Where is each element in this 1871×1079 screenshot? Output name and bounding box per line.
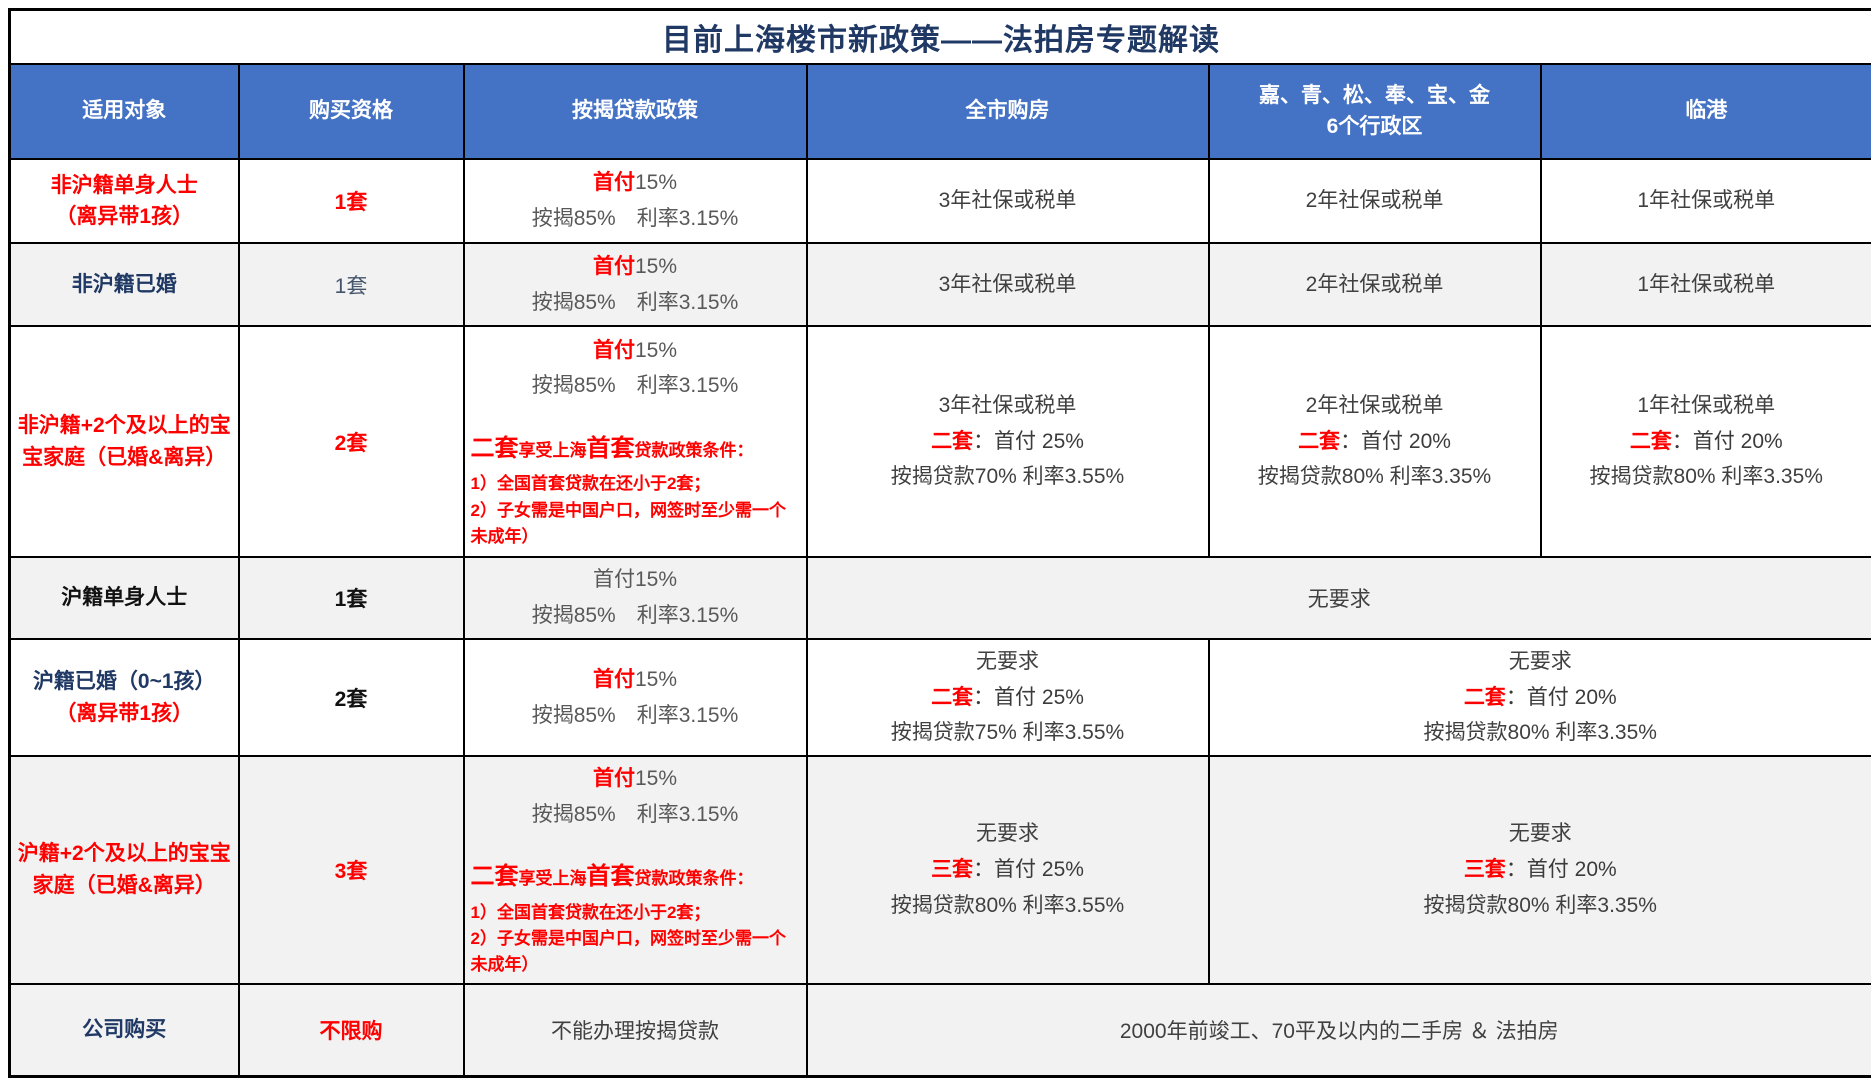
six-districts-cell: 2年社保或税单 xyxy=(1207,158,1542,244)
lingang-cell: 1年社保或税单 二套：首付 20% 按揭贷款80% 利率3.35% xyxy=(1539,325,1871,558)
six-districts-lingang-merged-cell: 无要求 三套：首付 20% 按揭贷款80% 利率3.35% xyxy=(1207,755,1871,985)
citywide-cell: 无要求 二套：首付 25% 按揭贷款75% 利率3.55% xyxy=(805,637,1210,758)
citywide-cell: 3年社保或税单 xyxy=(805,158,1210,244)
quota-cell: 1套 xyxy=(237,158,465,244)
header-row: 适用对象 购买资格 按揭贷款政策 全市购房 嘉、青、松、奉、宝、金 6个行政区 … xyxy=(8,63,1871,160)
col-header-citywide: 全市购房 xyxy=(805,63,1210,160)
table-row-nonlocal-two-kids: 非沪籍+2个及以上的宝宝家庭（已婚&离异） 2套 首付15% 按揭85% 利率3… xyxy=(8,325,1871,558)
six-districts-line1: 嘉、青、松、奉、宝、金 xyxy=(1259,84,1490,108)
lingang-cell: 1年社保或税单 xyxy=(1539,242,1871,327)
quota-cell: 1套 xyxy=(237,556,465,640)
second-home-condition-note: 二套享受上海首套贷款政策条件： 1）全国首套贷款在还小于2套； 2）子女需是中国… xyxy=(470,435,786,546)
row-label: 非沪籍+2个及以上的宝宝家庭（已婚&离异） xyxy=(8,325,240,558)
company-purchase-scope-merged-cell: 2000年前竣工、70平及以内的二手房 ＆ 法拍房 xyxy=(805,982,1871,1078)
quota-cell: 2套 xyxy=(237,325,465,558)
table-row-local-two-kids: 沪籍+2个及以上的宝宝家庭（已婚&离异） 3套 首付15% 按揭85% 利率3.… xyxy=(8,755,1871,985)
mortgage-cell: 首付15% 按揭85% 利率3.15% xyxy=(462,637,808,758)
quota-cell: 3套 xyxy=(237,755,465,985)
row-label: 沪籍已婚（0~1孩） （离异带1孩） xyxy=(8,637,240,758)
citywide-cell: 3年社保或税单 xyxy=(805,242,1210,327)
six-districts-cell: 2年社保或税单 二套：首付 20% 按揭贷款80% 利率3.35% xyxy=(1207,325,1542,558)
row-label: 非沪籍单身人士 （离异带1孩） xyxy=(8,158,240,244)
citywide-cell: 无要求 三套：首付 25% 按揭贷款80% 利率3.55% xyxy=(805,755,1210,985)
table-row-local-married: 沪籍已婚（0~1孩） （离异带1孩） 2套 首付15% 按揭85% 利率3.15… xyxy=(8,637,1871,758)
policy-table: 目前上海楼市新政策——法拍房专题解读 适用对象 购买资格 按揭贷款政策 全市购房… xyxy=(8,8,1871,1079)
title-row: 目前上海楼市新政策——法拍房专题解读 xyxy=(8,8,1871,65)
mortgage-cell: 首付15% 按揭85% 利率3.15% xyxy=(462,242,808,327)
row-label: 非沪籍已婚 xyxy=(8,242,240,327)
col-header-mortgage-policy: 按揭贷款政策 xyxy=(462,63,808,160)
row-label: 沪籍+2个及以上的宝宝家庭（已婚&离异） xyxy=(8,755,240,985)
quota-cell: 1套 xyxy=(237,242,465,327)
second-home-condition-note: 二套享受上海首套贷款政策条件： 1）全国首套贷款在还小于2套； 2）子女需是中国… xyxy=(470,863,786,975)
mortgage-cell: 首付15% 按揭85% 利率3.15% 二套享受上海首套贷款政策条件： 1）全国… xyxy=(462,755,808,985)
table-row-nonlocal-married: 非沪籍已婚 1套 首付15% 按揭85% 利率3.15% 3年社保或税单 2年社… xyxy=(8,242,1871,327)
mortgage-cell: 首付15% 按揭85% 利率3.15% xyxy=(462,556,808,640)
row-label: 公司购买 xyxy=(8,982,240,1078)
table-row-local-single: 沪籍单身人士 1套 首付15% 按揭85% 利率3.15% 无要求 xyxy=(8,556,1871,640)
mortgage-cell: 首付15% 按揭85% 利率3.15% xyxy=(462,158,808,244)
quota-cell: 2套 xyxy=(237,637,465,758)
table-row-company-purchase: 公司购买 不限购 不能办理按揭贷款 2000年前竣工、70平及以内的二手房 ＆ … xyxy=(8,982,1871,1078)
table-row-nonlocal-single: 非沪籍单身人士 （离异带1孩） 1套 首付15% 按揭85% 利率3.15% 3… xyxy=(8,158,1871,244)
mortgage-cell: 首付15% 按揭85% 利率3.15% 二套享受上海首套贷款政策条件： 1）全国… xyxy=(462,325,808,558)
row-label: 沪籍单身人士 xyxy=(8,556,240,640)
six-districts-lingang-merged-cell: 无要求 二套：首付 20% 按揭贷款80% 利率3.35% xyxy=(1207,637,1871,758)
lingang-cell: 1年社保或税单 xyxy=(1539,158,1871,244)
no-requirement-merged-cell: 无要求 xyxy=(805,556,1871,640)
quota-cell: 不限购 xyxy=(237,982,465,1078)
six-districts-cell: 2年社保或税单 xyxy=(1207,242,1542,327)
col-header-lingang: 临港 xyxy=(1539,63,1871,160)
col-header-six-districts: 嘉、青、松、奉、宝、金 6个行政区 xyxy=(1207,63,1542,160)
col-header-purchase-quota: 购买资格 xyxy=(237,63,465,160)
citywide-cell: 3年社保或税单 二套：首付 25% 按揭贷款70% 利率3.55% xyxy=(805,325,1210,558)
col-header-applicable-group: 适用对象 xyxy=(8,63,240,160)
six-districts-line2: 6个行政区 xyxy=(1326,114,1423,138)
page-title: 目前上海楼市新政策——法拍房专题解读 xyxy=(8,8,1871,65)
mortgage-cell: 不能办理按揭贷款 xyxy=(462,982,808,1078)
